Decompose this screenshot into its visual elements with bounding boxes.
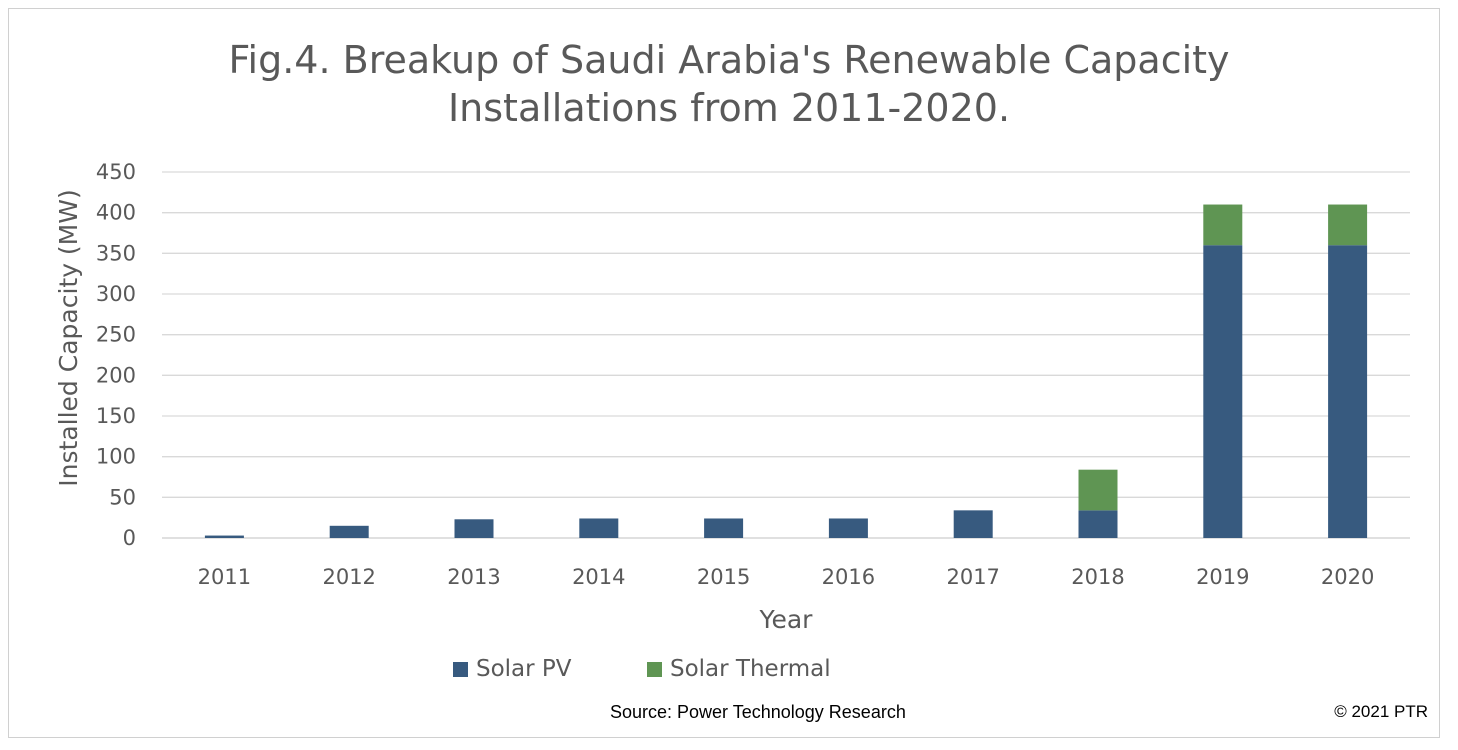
y-tick-label: 400 <box>96 201 136 225</box>
chart-frame <box>8 8 1440 738</box>
bar-solar-thermal-2018 <box>1078 469 1118 511</box>
bar-solar-pv-2017 <box>953 510 993 538</box>
legend-label-solar-thermal: Solar Thermal <box>670 656 831 682</box>
y-tick-label: 200 <box>96 363 136 387</box>
y-tick-label: 250 <box>96 323 136 347</box>
bar-solar-pv-2014 <box>579 518 619 538</box>
x-tick-label: 2013 <box>447 565 500 589</box>
x-axis-ticks: 2011 2012 2013 2014 2015 2016 2017 2018 2019 2020 <box>198 565 1375 589</box>
x-tick-label: 2019 <box>1196 565 1249 589</box>
y-axis-ticks: 0 50 100 150 200 250 300 350 400 450 <box>96 160 136 550</box>
bar-solar-pv-2018 <box>1078 510 1118 538</box>
bar-solar-thermal-2020 <box>1328 204 1368 246</box>
x-tick-label: 2020 <box>1321 565 1374 589</box>
bar-solar-pv-2011 <box>204 535 244 538</box>
bar-solar-pv-2016 <box>828 518 868 538</box>
gridlines <box>162 171 1410 539</box>
legend-item-solar-pv: Solar PV <box>453 656 572 682</box>
legend: Solar PV Solar Thermal <box>0 656 1458 688</box>
copyright-note: © 2021 PTR <box>1334 702 1428 721</box>
bar-solar-pv-2015 <box>704 518 744 538</box>
y-tick-label: 100 <box>96 445 136 469</box>
y-tick-label: 0 <box>123 526 136 550</box>
x-tick-label: 2015 <box>697 565 750 589</box>
legend-swatch-solar-pv <box>453 661 468 677</box>
y-tick-label: 50 <box>109 485 136 509</box>
x-tick-label: 2016 <box>822 565 875 589</box>
chart-title: Fig.4. Breakup of Saudi Arabia's Renewab… <box>0 36 1458 132</box>
x-tick-label: 2011 <box>198 565 251 589</box>
legend-item-solar-thermal: Solar Thermal <box>647 656 831 682</box>
legend-swatch-solar-thermal <box>647 661 662 677</box>
x-tick-label: 2017 <box>946 565 999 589</box>
y-tick-label: 150 <box>96 404 136 428</box>
x-tick-label: 2014 <box>572 565 625 589</box>
x-tick-label: 2018 <box>1071 565 1124 589</box>
y-tick-label: 300 <box>96 282 136 306</box>
bar-solar-pv-2012 <box>329 525 369 538</box>
x-tick-label: 2012 <box>322 565 375 589</box>
bars <box>204 204 1368 538</box>
bar-solar-pv-2020 <box>1328 245 1368 538</box>
legend-label-solar-pv: Solar PV <box>476 656 572 682</box>
bar-solar-pv-2013 <box>454 519 494 538</box>
y-tick-label: 450 <box>96 160 136 184</box>
y-axis-title: Installed Capacity (MW) <box>54 189 83 486</box>
bar-solar-pv-2019 <box>1203 245 1243 538</box>
x-axis-title: Year <box>759 605 814 634</box>
chart-title-line-1: Fig.4. Breakup of Saudi Arabia's Renewab… <box>228 38 1230 82</box>
y-tick-label: 350 <box>96 241 136 265</box>
chart-title-line-2: Installations from 2011-2020. <box>447 86 1011 130</box>
bar-solar-thermal-2019 <box>1203 204 1243 246</box>
source-note: Source: Power Technology Research <box>610 702 906 722</box>
